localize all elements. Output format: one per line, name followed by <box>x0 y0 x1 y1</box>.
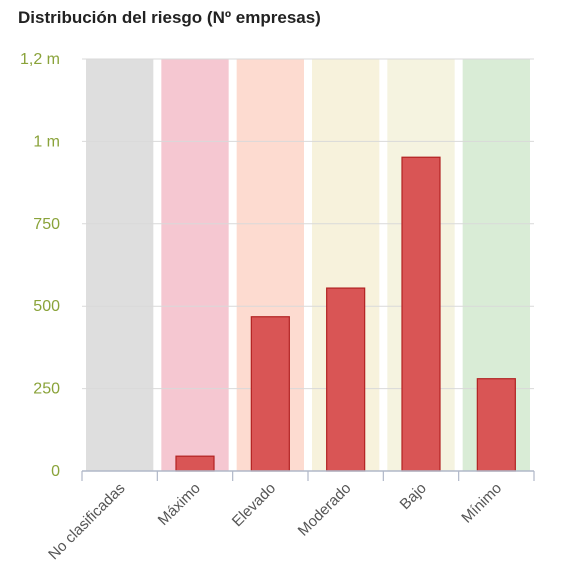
y-tick-label: 500 <box>33 298 60 315</box>
bar-moderado <box>326 287 366 472</box>
x-tick-label: Moderado <box>295 480 355 540</box>
x-tick-label: Bajo <box>397 480 430 513</box>
bar-máximo <box>175 455 215 472</box>
x-tick-label: No clasificadas <box>45 480 128 563</box>
bar-bajo <box>401 156 441 472</box>
bar-mínimo <box>476 378 516 472</box>
x-tick-label: Máximo <box>155 480 204 529</box>
bar-elevado <box>250 316 290 472</box>
y-tick-label: 1 m <box>33 133 60 150</box>
band-0 <box>86 59 154 471</box>
y-tick-label: 1,2 m <box>20 51 60 68</box>
y-tick-label: 250 <box>33 381 60 398</box>
x-tick-label: Mínimo <box>458 480 505 527</box>
y-tick-label: 0 <box>51 463 60 480</box>
band-1 <box>161 59 229 471</box>
y-tick-label: 750 <box>33 216 60 233</box>
x-tick-label: Elevado <box>229 480 279 530</box>
chart-title: Distribución del riesgo (Nº empresas) <box>18 8 321 27</box>
